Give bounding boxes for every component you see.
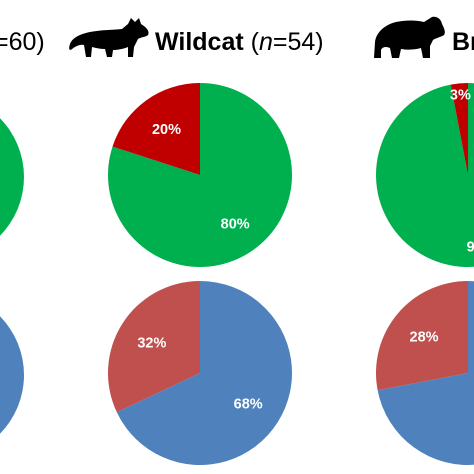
pie-slice-32 — [107, 281, 200, 413]
pie-slice-label: 97 — [467, 239, 474, 255]
wildcat-header-count: =54) — [273, 28, 324, 56]
wildcat-pie-top: 80% 20% — [107, 83, 292, 267]
pie-slice-28 — [376, 281, 468, 391]
pie-slice-label: 80% — [221, 216, 250, 232]
pie-slice-97 — [376, 83, 474, 267]
pie-slice-label: 68% — [234, 397, 263, 413]
wildcat-header-open: ( — [244, 28, 260, 56]
left-group-header-fragment: =60) — [0, 28, 45, 56]
pie-slice-72 — [377, 281, 474, 465]
left-pie-fragment-bottom — [0, 316, 24, 434]
bear-silhouette-icon — [374, 16, 445, 58]
wildcat-pie-bottom: 68% 32% — [107, 281, 292, 465]
pie-slice-label: 32% — [137, 335, 166, 351]
wildcat-header-name: Wildcat — [155, 28, 244, 56]
wildcat-silhouette-icon — [69, 18, 149, 57]
bear-group-header-fragment: Br — [452, 28, 474, 56]
pie-slice-label: 28% — [410, 330, 439, 346]
left-pie-fragment-top — [0, 118, 24, 236]
wildcat-header-n: n — [259, 28, 273, 56]
bear-pie-top: 97 3% — [376, 83, 474, 267]
wildcat-header: Wildcat (n=54) — [155, 28, 324, 56]
pie-slice-20 — [112, 83, 200, 175]
pie-slice-3 — [450, 83, 468, 175]
pie-slice-label: 20% — [152, 122, 181, 138]
pie-slice-68 — [116, 281, 292, 465]
bear-pie-bottom: 28% — [376, 281, 474, 465]
pie-slice-label: 3% — [450, 87, 471, 103]
